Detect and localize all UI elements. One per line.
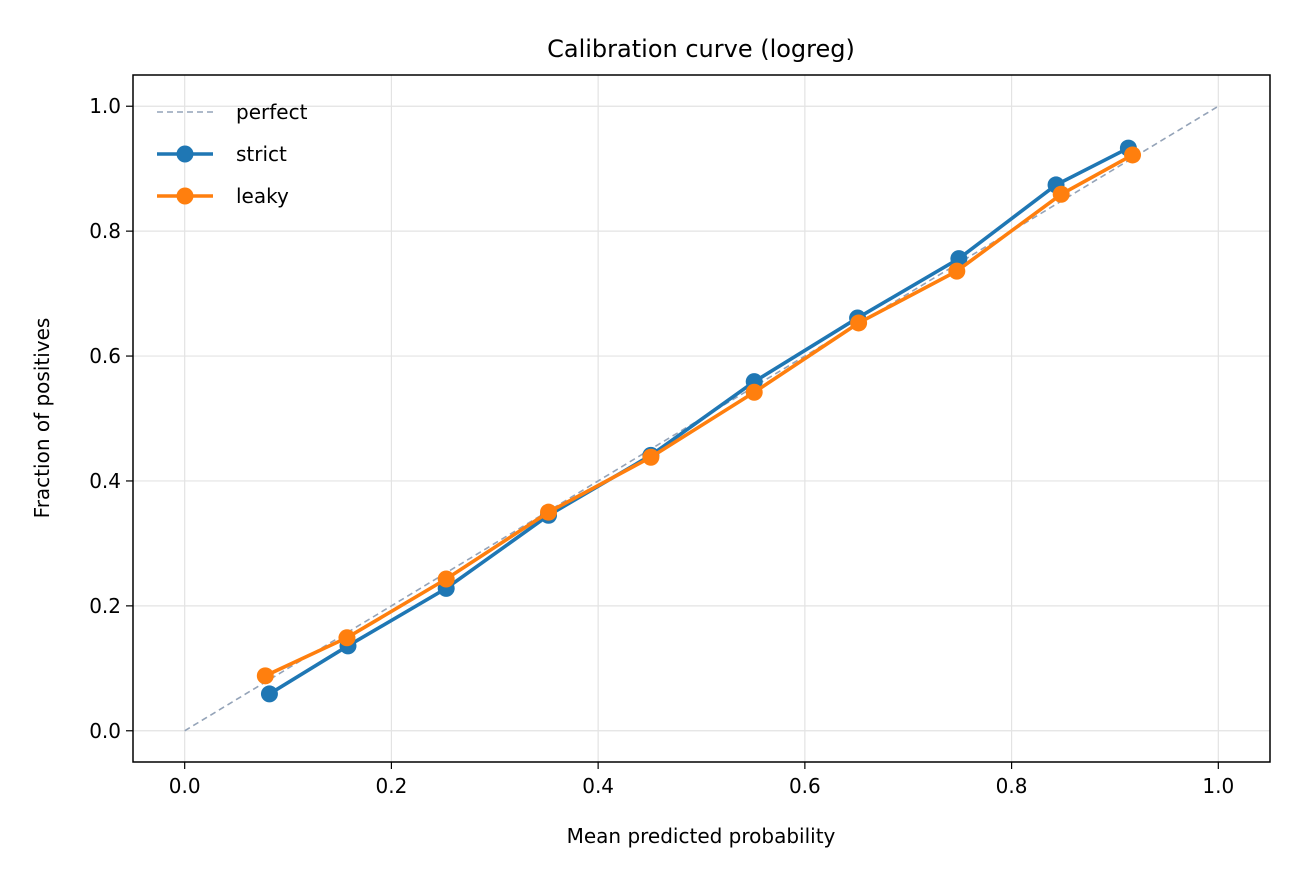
data-point-strict <box>260 685 278 703</box>
y-tick-label: 0.2 <box>89 594 121 618</box>
y-tick-label: 0.0 <box>89 719 121 743</box>
x-tick-label: 0.8 <box>996 774 1028 798</box>
y-tick-label: 0.4 <box>89 469 121 493</box>
legend-marker-leaky <box>176 187 194 205</box>
data-point-leaky <box>948 262 966 280</box>
data-point-leaky <box>540 503 558 521</box>
grid <box>133 75 1270 762</box>
x-tick-label: 0.6 <box>789 774 821 798</box>
legend-label-leaky: leaky <box>236 184 289 208</box>
x-tick-label: 1.0 <box>1202 774 1234 798</box>
data-point-strict <box>950 250 968 268</box>
x-tick-label: 0.4 <box>582 774 614 798</box>
y-tick-label: 0.8 <box>89 219 121 243</box>
legend: perfect strict leaky <box>157 100 308 208</box>
legend-marker-strict <box>176 145 194 163</box>
series-line-strict <box>268 146 1130 696</box>
legend-label-perfect: perfect <box>236 100 308 124</box>
x-tick-label: 0.0 <box>169 774 201 798</box>
data-point-leaky <box>642 448 660 466</box>
series-line-leaky <box>264 153 1134 678</box>
y-tick-label: 0.6 <box>89 344 121 368</box>
data-point-leaky <box>437 570 455 588</box>
x-axis-label: Mean predicted probability <box>567 824 836 848</box>
data-point-leaky <box>850 314 868 332</box>
axes-frame <box>132 74 1271 763</box>
data-point-leaky <box>256 667 274 685</box>
y-tick-label: 1.0 <box>89 94 121 118</box>
x-tick-label: 0.2 <box>376 774 408 798</box>
chart-title: Calibration curve (logreg) <box>547 35 855 63</box>
data-point-leaky <box>1052 185 1070 203</box>
data-point-leaky <box>745 383 763 401</box>
legend-label-strict: strict <box>236 142 287 166</box>
series-layer <box>184 105 1219 732</box>
data-point-leaky <box>1124 146 1142 164</box>
data-point-leaky <box>338 629 356 647</box>
y-axis-label: Fraction of positives <box>30 318 54 519</box>
ticks: 0.0 0.2 0.4 0.6 0.8 1.0 0.0 0.2 0.4 0.6 0.8 1.0 <box>89 94 1234 798</box>
